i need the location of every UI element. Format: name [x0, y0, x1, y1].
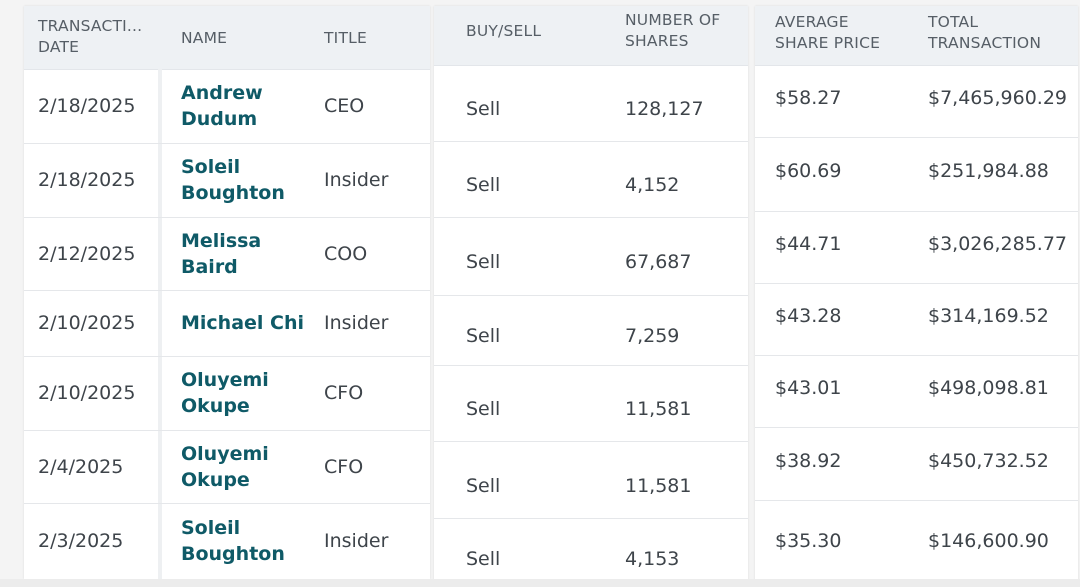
cell-transaction-date: 2/10/2025: [38, 382, 136, 404]
cell-number-of-shares: 67,687: [625, 251, 692, 273]
insider-name-link[interactable]: Soleil Boughton: [181, 517, 285, 565]
row-divider: [434, 217, 748, 218]
header-number-of-shares[interactable]: NUMBER OF SHARES: [625, 11, 721, 50]
table-header: AVERAGE SHARE PRICE TOTAL TRANSACTION: [755, 6, 1078, 66]
insider-name-link[interactable]: Michael Chi: [181, 312, 305, 334]
cell-transaction-date: 2/18/2025: [38, 95, 136, 117]
insider-name-link[interactable]: Melissa Baird: [181, 230, 262, 278]
header-total-transaction[interactable]: TOTAL TRANSACTION: [928, 13, 1042, 52]
row-divider: [24, 217, 430, 218]
page-bottom-edge: [0, 579, 1080, 587]
row-divider: [755, 137, 1078, 138]
insider-name-link[interactable]: Oluyemi Okupe: [181, 369, 269, 417]
insider-name-link[interactable]: Soleil Boughton: [181, 156, 285, 204]
cell-transaction-date: 2/18/2025: [38, 169, 136, 191]
cell-total-transaction: $450,732.52: [928, 450, 1049, 472]
cell-buy-sell: Sell: [466, 398, 501, 420]
cell-transaction-date: 2/10/2025: [38, 312, 136, 334]
cell-number-of-shares: 4,153: [625, 548, 680, 570]
row-divider: [24, 430, 430, 431]
cell-total-transaction: $498,098.81: [928, 377, 1049, 399]
cell-average-share-price: $58.27: [775, 87, 842, 109]
cell-buy-sell: Sell: [466, 174, 501, 196]
cell-number-of-shares: 11,581: [625, 398, 692, 420]
insider-name-link[interactable]: Oluyemi Okupe: [181, 443, 269, 491]
cell-number-of-shares: 128,127: [625, 98, 704, 120]
row-divider: [24, 356, 430, 357]
cell-transaction-date: 2/4/2025: [38, 456, 124, 478]
row-divider: [434, 365, 748, 366]
cell-buy-sell: Sell: [466, 325, 501, 347]
row-divider: [434, 295, 748, 296]
cell-number-of-shares: 7,259: [625, 325, 680, 347]
cell-total-transaction: $251,984.88: [928, 160, 1049, 182]
row-divider: [755, 427, 1078, 428]
cell-buy-sell: Sell: [466, 251, 501, 273]
cell-average-share-price: $35.30: [775, 530, 842, 552]
table-panel-shares: BUY/SELL NUMBER OF SHARES Sell 128,127 Sel…: [434, 6, 748, 587]
cell-average-share-price: $43.28: [775, 305, 842, 327]
header-buy-sell[interactable]: BUY/SELL: [466, 22, 542, 40]
column-separator: [158, 69, 162, 579]
cell-average-share-price: $60.69: [775, 160, 842, 182]
header-name[interactable]: NAME: [181, 29, 228, 47]
cell-total-transaction: $314,169.52: [928, 305, 1049, 327]
row-divider: [755, 283, 1078, 284]
table-header: BUY/SELL NUMBER OF SHARES: [434, 6, 748, 66]
cell-title: Insider: [324, 530, 389, 552]
row-divider: [755, 211, 1078, 212]
cell-total-transaction: $146,600.90: [928, 530, 1049, 552]
cell-title: Insider: [324, 312, 389, 334]
row-divider: [24, 290, 430, 291]
table-panel-people: TRANSACTI... DATE NAME TITLE 2/18/2025 An…: [24, 6, 430, 579]
cell-transaction-date: 2/3/2025: [38, 530, 124, 552]
cell-buy-sell: Sell: [466, 98, 501, 120]
cell-total-transaction: $3,026,285.77: [928, 233, 1068, 255]
row-divider: [24, 503, 430, 504]
cell-title: CEO: [324, 95, 365, 117]
table-header: TRANSACTI... DATE NAME TITLE: [24, 6, 430, 70]
cell-average-share-price: $38.92: [775, 450, 842, 472]
cell-transaction-date: 2/12/2025: [38, 243, 136, 265]
insider-name-link[interactable]: Andrew Dudum: [181, 82, 263, 130]
cell-total-transaction: $7,465,960.29: [928, 87, 1068, 109]
row-divider: [24, 143, 430, 144]
cell-title: Insider: [324, 169, 389, 191]
cell-title: CFO: [324, 456, 364, 478]
header-average-share-price[interactable]: AVERAGE SHARE PRICE: [775, 13, 881, 52]
cell-average-share-price: $43.01: [775, 377, 842, 399]
row-divider: [755, 355, 1078, 356]
table-panel-values: AVERAGE SHARE PRICE TOTAL TRANSACTION $5…: [755, 6, 1078, 587]
row-divider: [434, 518, 748, 519]
row-divider: [434, 141, 748, 142]
row-divider: [434, 441, 748, 442]
cell-average-share-price: $44.71: [775, 233, 842, 255]
cell-title: CFO: [324, 382, 364, 404]
cell-number-of-shares: 11,581: [625, 475, 692, 497]
cell-buy-sell: Sell: [466, 475, 501, 497]
cell-number-of-shares: 4,152: [625, 174, 680, 196]
cell-title: COO: [324, 243, 368, 265]
cell-buy-sell: Sell: [466, 548, 501, 570]
header-transaction-date[interactable]: TRANSACTI... DATE: [38, 17, 143, 56]
header-title[interactable]: TITLE: [324, 29, 367, 47]
row-divider: [755, 500, 1078, 501]
